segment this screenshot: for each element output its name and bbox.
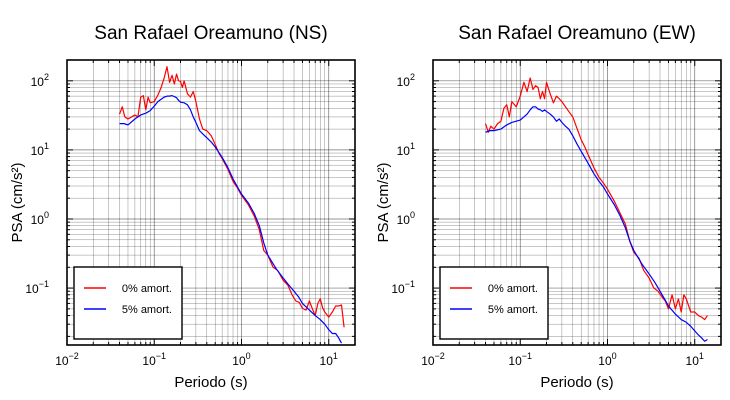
legend-box xyxy=(73,266,183,340)
y-tick-label-base: 10 xyxy=(31,75,45,89)
legend-label: 0% amort. xyxy=(122,283,172,295)
y-tick-label: 100 xyxy=(397,210,415,227)
y-tick-label: 102 xyxy=(31,72,49,89)
gridlines xyxy=(433,60,721,345)
y-tick-label: 10−1 xyxy=(25,279,49,296)
y-tick-label-exp: 0 xyxy=(410,210,415,220)
y-tick-label-base: 10 xyxy=(397,144,411,158)
y-tick-label-base: 10 xyxy=(397,75,411,89)
y-tick-label-base: 10 xyxy=(391,282,405,296)
x-axis-label: Periodo (s) xyxy=(174,374,247,391)
y-tick-label-base: 10 xyxy=(25,282,39,296)
y-tick-label-exp: −1 xyxy=(405,279,415,289)
x-tick-label-exp: −1 xyxy=(522,351,532,361)
x-tick-label-exp: 0 xyxy=(246,351,251,361)
y-tick-label: 101 xyxy=(397,141,415,158)
x-tick-label-base: 10 xyxy=(232,354,246,368)
legend-label: 5% amort. xyxy=(122,304,172,316)
y-tick-label: 101 xyxy=(31,141,49,158)
x-tick-label: 101 xyxy=(686,351,704,368)
x-tick-label-exp: −2 xyxy=(69,351,79,361)
gridlines xyxy=(67,60,355,345)
chart-title: San Rafael Oreamuno (NS) xyxy=(94,23,327,44)
x-tick-label: 10−2 xyxy=(421,351,445,368)
legend-label: 5% amort. xyxy=(488,304,538,316)
x-tick-label-base: 10 xyxy=(686,354,700,368)
y-tick-label: 100 xyxy=(31,210,49,227)
x-tick-label-base: 10 xyxy=(320,354,334,368)
x-tick-label-base: 10 xyxy=(142,354,156,368)
x-tick-label-exp: −1 xyxy=(156,351,166,361)
y-tick-label-exp: 1 xyxy=(44,141,49,151)
x-tick-label: 10−2 xyxy=(55,351,79,368)
x-tick-label-base: 10 xyxy=(508,354,522,368)
legend: 0% amort. 5% amort. xyxy=(73,266,183,340)
x-tick-label: 101 xyxy=(320,351,338,368)
y-tick-label: 10−1 xyxy=(391,279,415,296)
series-line-damped xyxy=(119,95,343,344)
y-axis-label: PSA (cm/s²) xyxy=(375,162,392,242)
x-tick-label-exp: 0 xyxy=(612,351,617,361)
y-axis-label: PSA (cm/s²) xyxy=(9,162,26,242)
legend-label: 0% amort. xyxy=(488,283,538,295)
y-tick-label-base: 10 xyxy=(397,213,411,227)
x-tick-label-exp: 1 xyxy=(333,351,338,361)
x-tick-label: 100 xyxy=(598,351,616,368)
plot-frame xyxy=(66,59,356,346)
y-tick-label-exp: 2 xyxy=(44,72,49,82)
chart-title: San Rafael Oreamuno (EW) xyxy=(458,23,696,44)
x-tick-label-exp: 1 xyxy=(699,351,704,361)
y-tick-label-base: 10 xyxy=(31,144,45,158)
x-axis-label: Periodo (s) xyxy=(540,374,613,391)
x-tick-label-base: 10 xyxy=(598,354,612,368)
x-tick-label-base: 10 xyxy=(421,354,435,368)
y-tick-label-base: 10 xyxy=(31,213,45,227)
plot-frame xyxy=(432,59,722,346)
y-tick-label-exp: 1 xyxy=(410,141,415,151)
x-tick-label: 100 xyxy=(232,351,250,368)
y-tick-label-exp: 2 xyxy=(410,72,415,82)
legend: 0% amort. 5% amort. xyxy=(439,266,549,340)
x-tick-label-base: 10 xyxy=(55,354,69,368)
x-tick-label: 10−1 xyxy=(142,351,166,368)
series-line-undamped xyxy=(118,66,345,328)
series-line-undamped xyxy=(484,77,708,321)
y-tick-label-exp: 0 xyxy=(44,210,49,220)
x-tick-label: 10−1 xyxy=(508,351,532,368)
y-tick-label: 102 xyxy=(397,72,415,89)
y-tick-label-exp: −1 xyxy=(39,279,49,289)
x-tick-label-exp: −2 xyxy=(435,351,445,361)
legend-box xyxy=(439,266,549,340)
series-line-damped xyxy=(485,106,708,342)
